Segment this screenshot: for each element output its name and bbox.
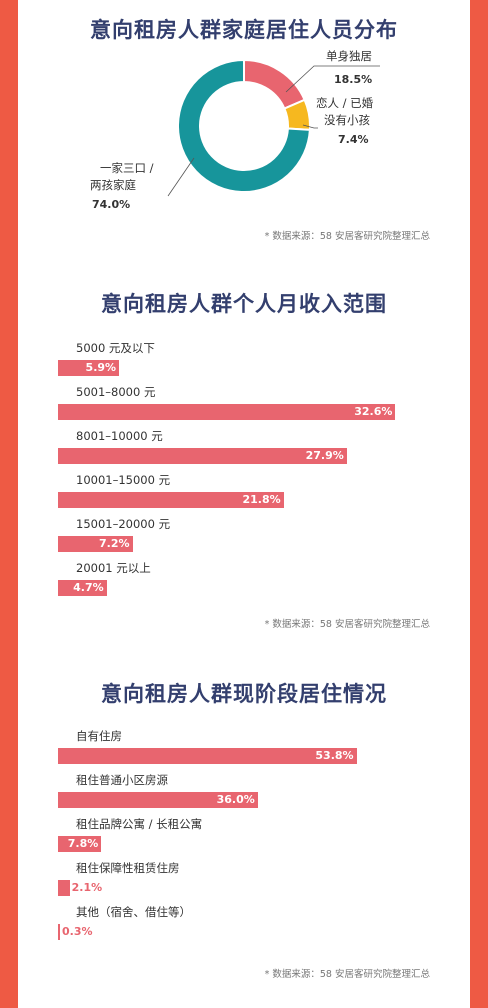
income-category-label: 20001 元以上	[76, 561, 151, 575]
income-bar-value: 27.9%	[305, 449, 344, 462]
chart2-source: * 数据来源：58 安居客研究院整理汇总	[264, 619, 430, 630]
chart2-title: 意向租房人群个人月收入范围	[101, 292, 387, 316]
income-bar: 32.6%	[58, 404, 396, 420]
household-donut-chart	[167, 58, 380, 197]
housing-bar: 53.8%	[58, 748, 357, 764]
housing-category-label: 租住保障性租赁住房	[76, 861, 180, 875]
chart1-title: 意向租房人群家庭居住人员分布	[90, 18, 398, 42]
income-bar: 7.2%	[58, 536, 133, 552]
income-bar-value: 7.2%	[99, 537, 130, 550]
housing-bar: 7.8%	[58, 836, 102, 852]
housing-bar: 0.3%	[58, 924, 93, 940]
slice-label-single: 单身独居	[326, 49, 372, 63]
housing-bar: 2.1%	[58, 880, 102, 896]
income-category-label: 5000 元及以下	[76, 341, 155, 355]
slice-label-family-line1: 一家三口 /	[100, 161, 154, 175]
income-bar: 5.9%	[58, 360, 120, 376]
housing-category-label: 自有住房	[76, 729, 122, 743]
donut-slice-0	[243, 58, 306, 110]
housing-bar: 36.0%	[58, 792, 258, 808]
housing-bar-value: 36.0%	[216, 793, 255, 806]
income-bar: 21.8%	[58, 492, 284, 508]
income-bar-value: 21.8%	[242, 493, 281, 506]
income-bar-value: 5.9%	[85, 361, 117, 374]
housing-bar-value: 7.8%	[67, 837, 99, 850]
chart1-source: * 数据来源：58 安居客研究院整理汇总	[264, 231, 430, 242]
housing-bar-value: 53.8%	[315, 749, 354, 762]
housing-category-label: 租住品牌公寓 / 长租公寓	[76, 817, 203, 831]
housing-category-label: 租住普通小区房源	[76, 773, 168, 787]
income-category-label: 15001–20000 元	[76, 517, 171, 531]
chart3-source: * 数据来源：58 安居客研究院整理汇总	[264, 969, 430, 980]
slice-value-family: 74.0%	[92, 198, 131, 211]
income-bar: 27.9%	[58, 448, 347, 464]
income-bar-value: 4.7%	[73, 581, 104, 594]
slice-label-family-line2: 两孩家庭	[90, 178, 136, 192]
chart3-title: 意向租房人群现阶段居住情况	[101, 682, 387, 706]
slice-value-couple: 7.4%	[338, 133, 369, 146]
slice-value-single: 18.5%	[334, 73, 373, 86]
income-category-label: 10001–15000 元	[76, 473, 171, 487]
income-category-label: 8001–10000 元	[76, 429, 163, 443]
housing-bar-value: 2.1%	[71, 881, 103, 894]
slice-label-couple-line2: 没有小孩	[324, 113, 370, 127]
infographic-panel: 意向租房人群家庭居住人员分布 单身独居 18.5% 恋人 / 已婚 没有小孩 7…	[18, 0, 470, 1008]
income-bar-value: 32.6%	[354, 405, 393, 418]
leader-line-0	[285, 65, 380, 93]
leader-line-2	[167, 157, 195, 197]
income-category-label: 5001–8000 元	[76, 385, 156, 399]
donut-slice-2	[177, 58, 311, 193]
slice-label-couple-line1: 恋人 / 已婚	[316, 96, 374, 110]
leader-line-1	[302, 124, 318, 129]
housing-category-label: 其他（宿舍、借住等）	[76, 905, 191, 919]
income-bar: 4.7%	[58, 580, 107, 596]
housing-bar-value: 0.3%	[62, 925, 93, 938]
